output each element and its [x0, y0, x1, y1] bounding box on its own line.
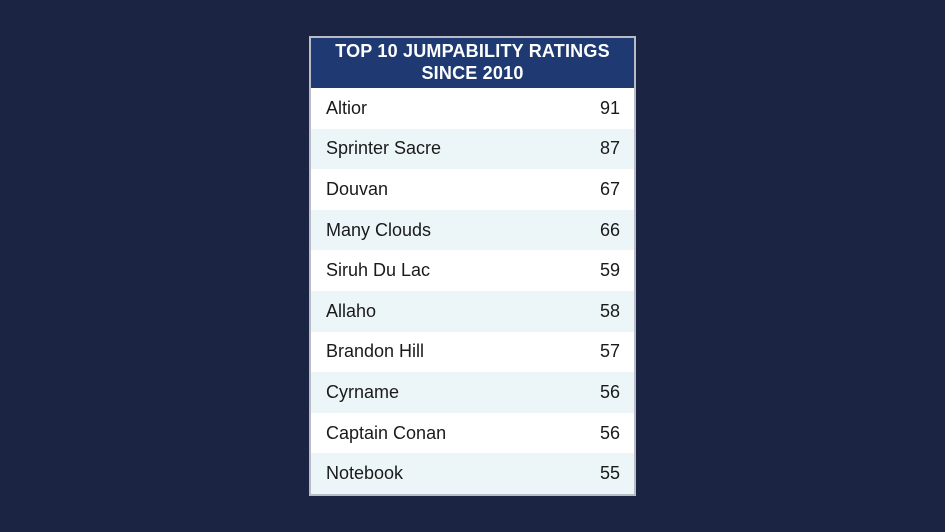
table-row: Siruh Du Lac 59 — [311, 250, 634, 291]
rating-value: 56 — [599, 422, 620, 443]
horse-name: Cyrname — [326, 381, 400, 402]
rating-value: 59 — [599, 260, 620, 281]
table-row: Brandon Hill 57 — [311, 331, 634, 373]
table-row: Allaho 58 — [311, 290, 634, 332]
horse-name: Captain Conan — [326, 422, 447, 443]
horse-name: Siruh Du Lac — [326, 260, 431, 281]
ratings-table: TOP 10 JUMPABILITY RATINGS SINCE 2010 Al… — [309, 36, 636, 496]
rating-value: 91 — [599, 97, 620, 118]
horse-name: Notebook — [326, 463, 404, 484]
table-row: Sprinter Sacre 87 — [311, 128, 634, 170]
horse-name: Many Clouds — [326, 219, 432, 240]
table-row: Notebook 55 — [311, 453, 634, 494]
rating-value: 66 — [599, 219, 620, 240]
rating-value: 55 — [599, 463, 620, 484]
table-row: Many Clouds 66 — [311, 209, 634, 251]
table-row: Captain Conan 56 — [311, 412, 634, 454]
table-row: Altior 91 — [311, 88, 634, 129]
table-row: Cyrname 56 — [311, 372, 634, 413]
table-title-line-2: SINCE 2010 — [421, 63, 524, 83]
horse-name: Douvan — [326, 178, 389, 199]
table-title: TOP 10 JUMPABILITY RATINGS SINCE 2010 — [311, 38, 634, 88]
rating-value: 57 — [599, 341, 620, 362]
horse-name: Brandon Hill — [326, 341, 425, 362]
horse-name: Altior — [326, 97, 368, 118]
table-row: Douvan 67 — [311, 169, 634, 210]
horse-name: Sprinter Sacre — [326, 138, 442, 159]
table-body: Altior 91 Sprinter Sacre 87 Douvan 67 Ma… — [311, 88, 634, 494]
rating-value: 87 — [599, 138, 620, 159]
rating-value: 56 — [599, 381, 620, 402]
rating-value: 58 — [599, 300, 620, 321]
horse-name: Allaho — [326, 300, 377, 321]
rating-value: 67 — [599, 178, 620, 199]
table-title-line-1: TOP 10 JUMPABILITY RATINGS — [335, 41, 610, 61]
